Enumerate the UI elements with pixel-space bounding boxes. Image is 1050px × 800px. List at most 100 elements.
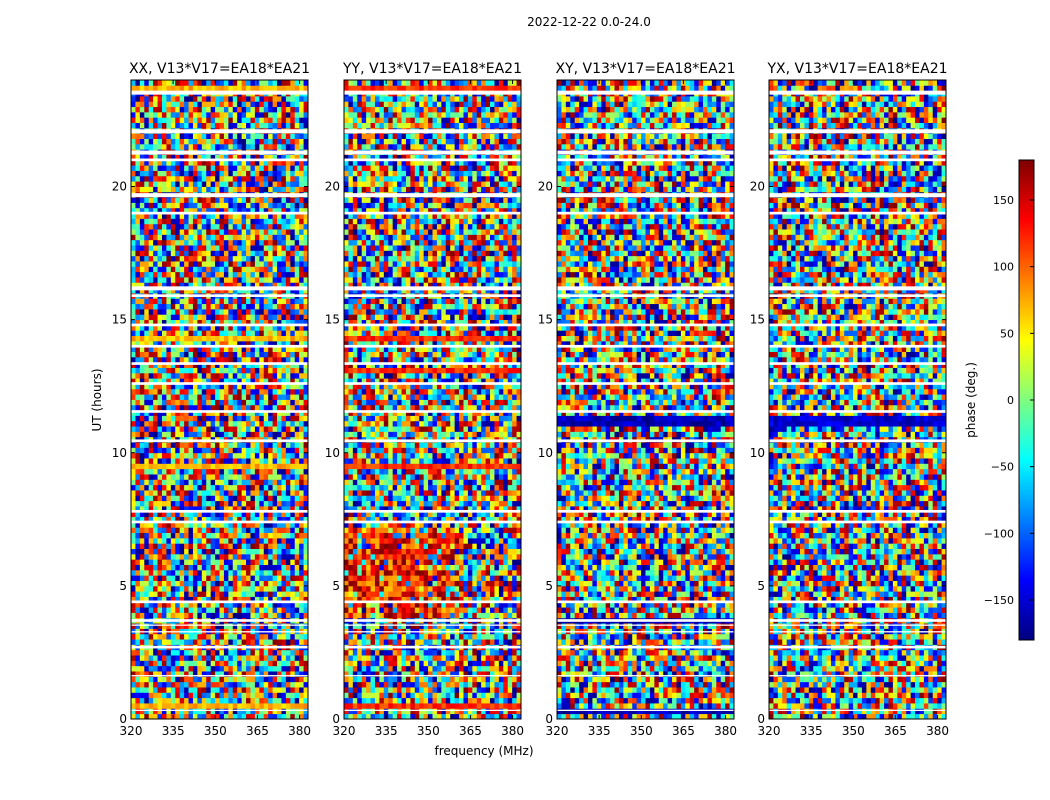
heatmap-cell <box>303 138 309 145</box>
heatmap-cell <box>188 442 194 448</box>
heatmap-cell <box>237 532 243 539</box>
heatmap-cell <box>228 319 234 326</box>
heatmap-cell <box>201 452 207 459</box>
heatmap-cell <box>254 298 260 305</box>
heatmap-cell <box>263 484 269 491</box>
heatmap-cell <box>237 511 243 518</box>
heatmap-cell <box>153 681 158 688</box>
heatmap-cell <box>290 506 296 512</box>
heatmap-cell <box>254 154 260 161</box>
heatmap-cell <box>303 271 309 278</box>
heatmap-cell <box>246 175 251 182</box>
heatmap-cell <box>157 490 163 496</box>
heatmap-cell <box>272 101 278 108</box>
heatmap-cell <box>254 388 260 395</box>
heatmap-cell <box>250 324 256 331</box>
heatmap-cell <box>259 367 265 374</box>
heatmap-cell <box>237 553 243 560</box>
heatmap-cell <box>237 633 243 640</box>
heatmap-cell <box>272 255 278 262</box>
heatmap-cell <box>166 245 172 251</box>
heatmap-cell <box>223 197 229 203</box>
heatmap-cell <box>144 655 150 661</box>
heatmap-cell <box>184 319 189 326</box>
heatmap-cell <box>184 324 189 331</box>
heatmap-cell <box>210 623 216 629</box>
heatmap-cell <box>290 138 296 145</box>
heatmap-cell <box>148 101 154 108</box>
heatmap-cell <box>153 277 158 283</box>
heatmap-cell <box>144 548 150 555</box>
heatmap-cell <box>250 111 256 118</box>
heatmap-cell <box>215 665 220 672</box>
heatmap-cell <box>344 697 349 704</box>
heatmap-cell <box>206 106 212 113</box>
heatmap-cell <box>175 186 181 193</box>
heatmap-cell <box>206 346 212 352</box>
heatmap-cell <box>144 213 150 219</box>
heatmap-cell <box>392 713 398 720</box>
heatmap-cell <box>170 122 176 129</box>
heatmap-cell <box>277 277 282 283</box>
heatmap-cell <box>246 207 251 214</box>
heatmap-cell <box>175 585 181 592</box>
heatmap-cell <box>285 612 291 619</box>
heatmap-cell <box>259 649 265 656</box>
heatmap-cell <box>299 633 304 640</box>
heatmap-cell <box>139 431 145 438</box>
heatmap-cell <box>281 516 287 523</box>
heatmap-cell <box>290 303 296 310</box>
heatmap-cell <box>175 607 181 613</box>
heatmap-cell <box>268 596 273 603</box>
heatmap-cell <box>179 133 185 139</box>
heatmap-cell <box>192 623 198 629</box>
heatmap-cell <box>294 95 300 102</box>
heatmap-cell <box>215 101 220 108</box>
heatmap-cell <box>161 111 167 118</box>
heatmap-cell <box>210 223 216 230</box>
heatmap-cell <box>219 159 225 166</box>
heatmap-cell <box>272 186 278 193</box>
heatmap-cell <box>428 703 433 709</box>
heatmap-cell <box>250 415 256 422</box>
heatmap-cell <box>259 415 265 422</box>
heatmap-cell <box>303 351 309 358</box>
heatmap-cell <box>281 186 287 193</box>
heatmap-cell <box>175 553 181 560</box>
heatmap-cell <box>166 671 172 677</box>
heatmap-cell <box>246 80 251 86</box>
heatmap-cell <box>131 506 136 512</box>
heatmap-cell <box>170 372 176 379</box>
heatmap-cell <box>192 431 198 438</box>
heatmap-cell <box>219 521 225 528</box>
heatmap-cell <box>263 532 269 539</box>
heatmap-cell <box>250 490 256 496</box>
heatmap-cell <box>153 207 158 214</box>
heatmap-cell <box>197 117 203 123</box>
heatmap-cell <box>139 175 145 182</box>
heatmap-cell <box>299 319 304 326</box>
heatmap-cell <box>219 303 225 310</box>
heatmap-cell <box>232 298 238 305</box>
heatmap-cell <box>175 692 181 699</box>
heatmap-cell <box>197 708 203 715</box>
heatmap-cell <box>294 495 300 502</box>
heatmap-cell <box>290 468 296 475</box>
heatmap-cell <box>228 372 234 379</box>
heatmap-cell <box>303 601 309 608</box>
heatmap-cell <box>290 165 296 171</box>
heatmap-cell <box>299 585 304 592</box>
heatmap-cell <box>153 122 158 129</box>
heatmap-cell <box>241 207 247 214</box>
heatmap-cell <box>157 585 163 592</box>
heatmap-cell <box>250 197 256 203</box>
heatmap-cell <box>184 261 189 267</box>
heatmap-cell <box>170 575 176 581</box>
heatmap-cell <box>197 229 203 235</box>
heatmap-cell <box>131 165 136 171</box>
heatmap-cell <box>294 138 300 145</box>
heatmap-cell <box>192 665 198 672</box>
heatmap-cell <box>192 660 198 667</box>
heatmap-cell <box>272 623 278 629</box>
heatmap-cell <box>157 447 163 454</box>
